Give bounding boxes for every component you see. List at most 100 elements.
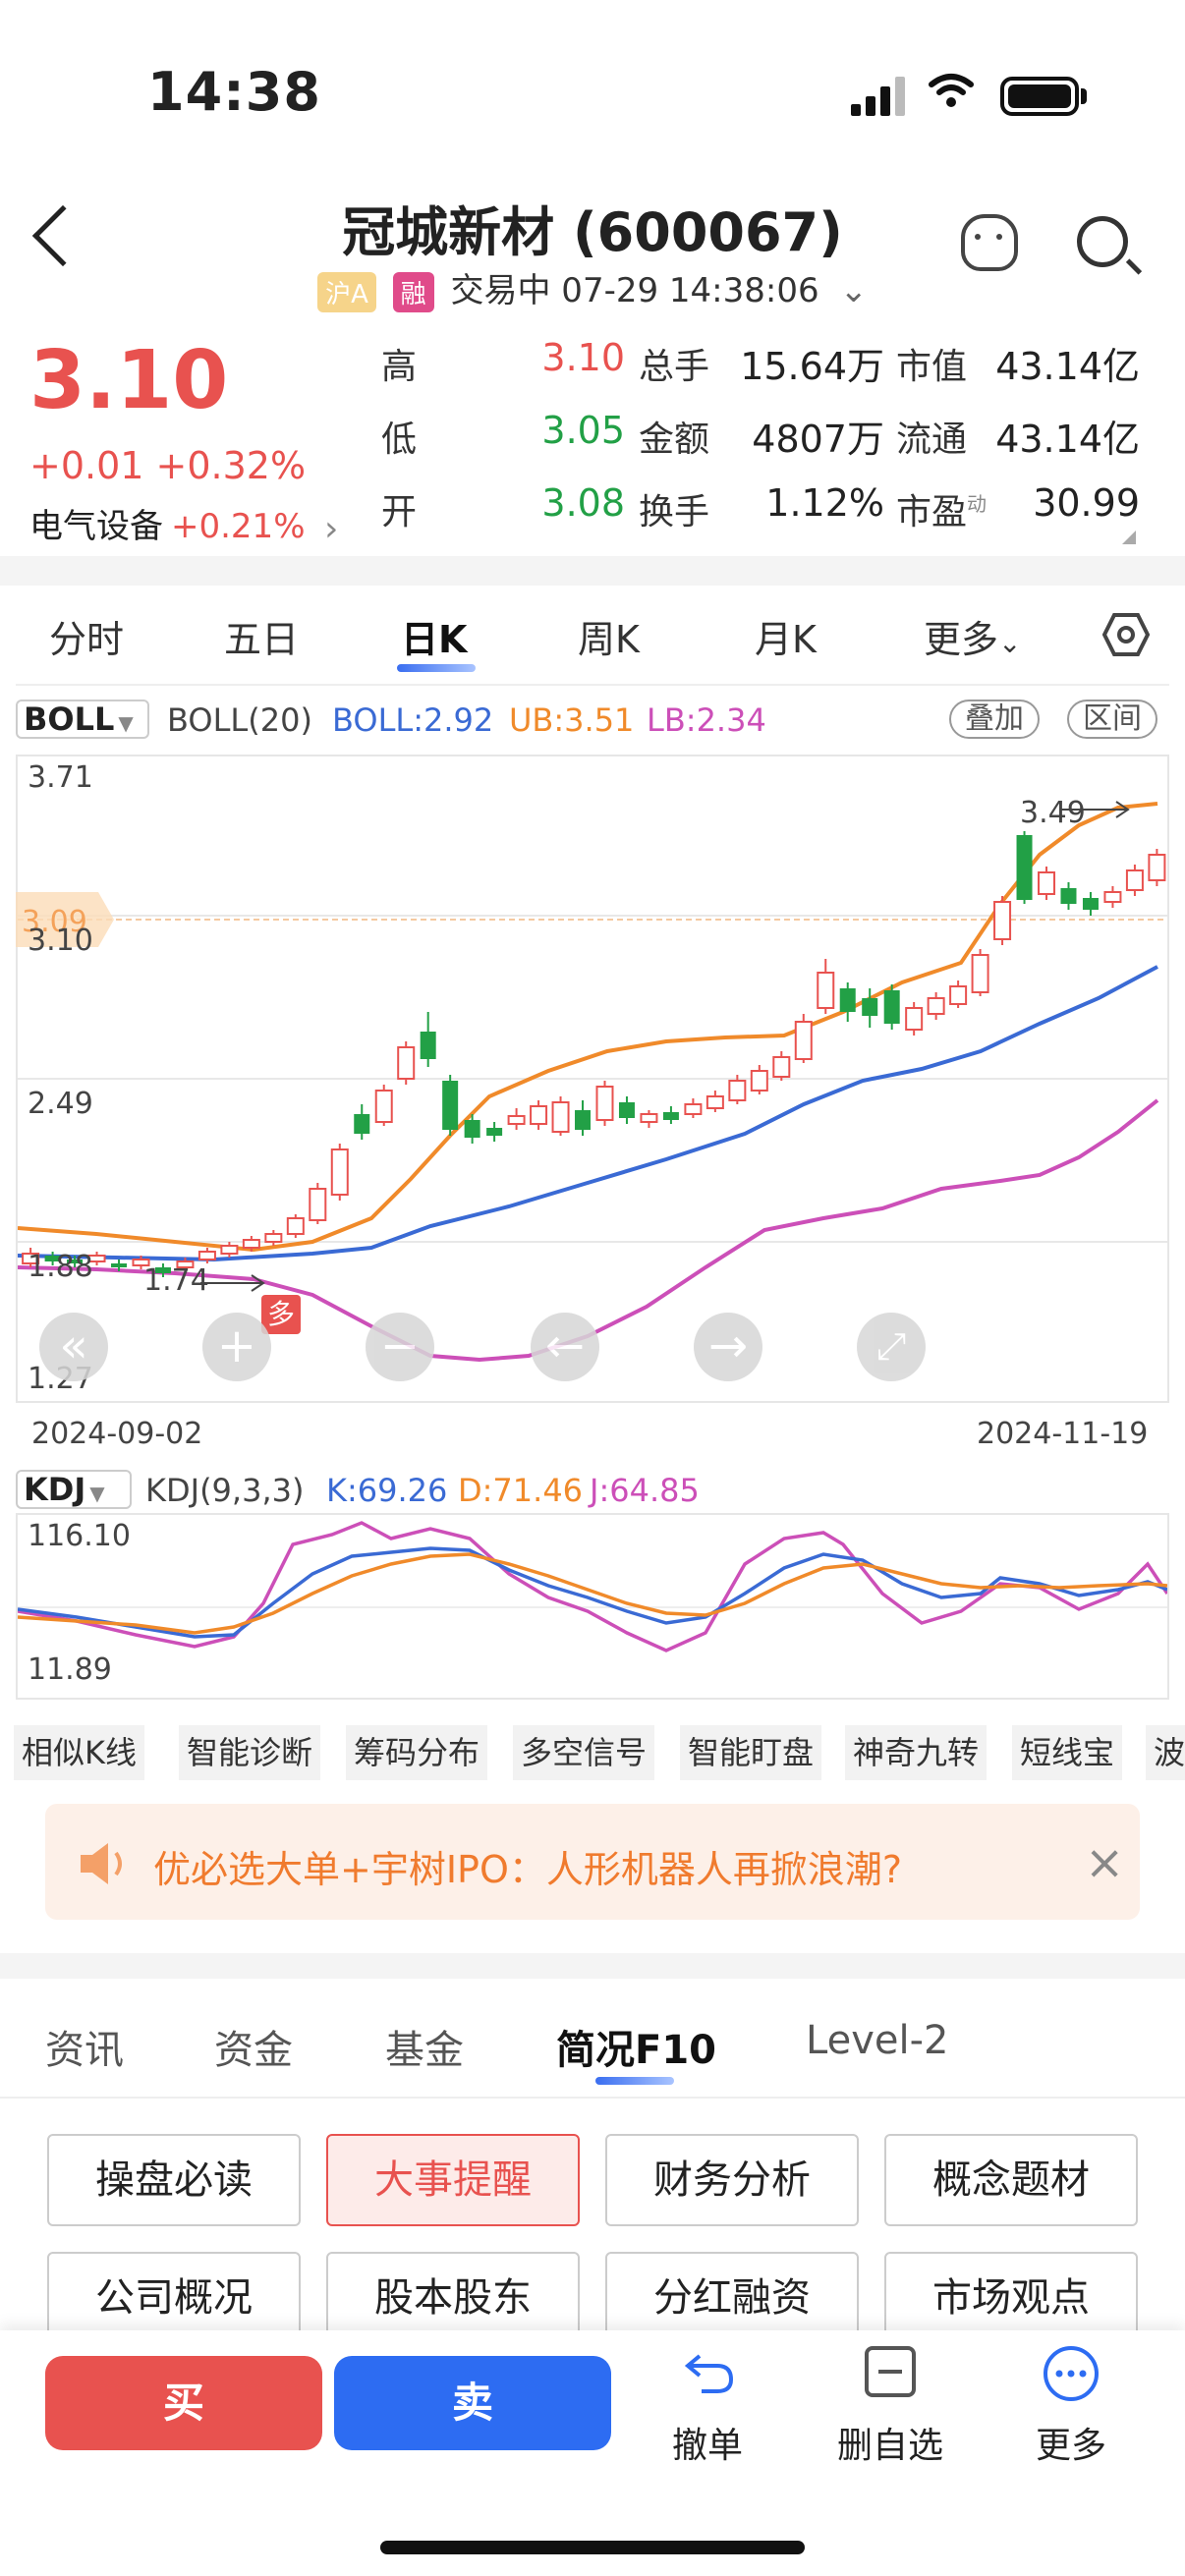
f10-concepts[interactable]: 概念题材	[884, 2134, 1138, 2226]
tool-wave[interactable]: 波	[1146, 1725, 1185, 1780]
range-button[interactable]: 区间	[1067, 700, 1157, 739]
zoom-in-button[interactable]: +	[202, 1313, 271, 1381]
search-icon[interactable]	[1077, 216, 1128, 267]
chevron-down-icon: ⌄	[998, 627, 1022, 659]
quote-value-turnover: 1.12%	[765, 481, 884, 525]
home-indicator	[380, 2541, 805, 2554]
corner-expand-icon[interactable]	[1122, 531, 1136, 544]
zoom-out-button[interactable]: −	[366, 1313, 434, 1381]
tab-daily-k[interactable]: 日K	[401, 618, 468, 661]
tool-bull-bear-signal[interactable]: 多空信号	[513, 1725, 655, 1780]
overlay-button[interactable]: 叠加	[949, 700, 1040, 739]
tab-f10[interactable]: 简况F10	[556, 2028, 716, 2073]
tab-fund[interactable]: 基金	[385, 2028, 464, 2073]
fullscreen-button[interactable]: ⤢	[857, 1313, 926, 1381]
margin-tag: 融	[392, 272, 434, 312]
sell-button[interactable]: 卖	[334, 2356, 611, 2450]
indicator-selector-boll[interactable]: BOLL ▼	[16, 700, 149, 739]
current-price-tag: 3.09	[16, 892, 114, 947]
tab-divider	[16, 684, 1169, 686]
kdj-y-bottom: 11.89	[28, 1652, 112, 1687]
low-marker	[200, 1274, 265, 1292]
indicator-selector-kdj[interactable]: KDJ ▼	[16, 1470, 132, 1509]
kline-chart[interactable]	[16, 755, 1169, 1403]
f10-events[interactable]: 大事提醒	[326, 2134, 580, 2226]
close-icon[interactable]: ×	[1085, 1835, 1125, 1890]
tab-monthly-k[interactable]: 月K	[755, 618, 817, 661]
sector-info[interactable]: 电气设备 +0.21%	[29, 499, 306, 547]
tab-intraday[interactable]: 分时	[49, 618, 125, 661]
tab-more[interactable]: 更多⌄	[924, 609, 1021, 663]
tool-short-term[interactable]: 短线宝	[1012, 1725, 1123, 1780]
tool-smart-diagnosis[interactable]: 智能诊断	[179, 1725, 321, 1780]
robot-assistant-icon[interactable]	[961, 214, 1018, 271]
section-divider	[0, 556, 1185, 586]
kdj-y-top: 116.10	[28, 1519, 131, 1553]
f10-tab-indicator	[595, 2077, 674, 2085]
kdj-params: KDJ(9,3,3)	[145, 1472, 305, 1509]
candle-body	[971, 954, 989, 993]
trade-status: 交易中 07-29 14:38:06	[450, 271, 819, 310]
f10-shareholders[interactable]: 股本股东	[326, 2252, 580, 2344]
chevron-right-icon[interactable]: ›	[324, 509, 339, 549]
candle-body	[442, 1081, 459, 1130]
tab-five-day[interactable]: 五日	[224, 618, 300, 661]
trade-status-line[interactable]: 沪A 融 交易中 07-29 14:38:06 ⌄	[0, 263, 1185, 312]
tab-weekly-k[interactable]: 周K	[578, 618, 640, 661]
candle-body	[993, 901, 1012, 940]
tool-similar-kline[interactable]: 相似K线	[14, 1725, 144, 1780]
candle-body	[87, 1255, 106, 1262]
stock-title: 冠城新材 (600067)	[342, 201, 843, 263]
high-marker	[1059, 801, 1130, 818]
kdj-chart[interactable]	[16, 1513, 1169, 1700]
candle-body	[862, 998, 878, 1016]
tool-magic-nine[interactable]: 神奇九转	[845, 1725, 988, 1780]
promo-banner[interactable]	[45, 1804, 1140, 1920]
svg-text:3.09: 3.09	[22, 905, 87, 939]
cancel-order-label[interactable]: 撤单	[671, 2426, 743, 2466]
candle-body	[67, 1260, 84, 1263]
candle-body	[530, 1105, 548, 1125]
caret-down-icon: ▼	[89, 1482, 105, 1505]
candles	[22, 831, 1166, 1277]
scroll-left-button[interactable]: ←	[531, 1313, 599, 1381]
candle-body	[728, 1080, 747, 1101]
candle-body	[486, 1128, 503, 1136]
tab-level2[interactable]: Level-2	[806, 2018, 949, 2063]
candle-body	[464, 1120, 480, 1138]
remove-watchlist-label[interactable]: 删自选	[837, 2426, 944, 2466]
candle-body	[507, 1115, 526, 1125]
candle-body	[772, 1056, 791, 1078]
tab-funds[interactable]: 资金	[214, 2028, 293, 2073]
candle-body	[1016, 835, 1033, 900]
promo-text[interactable]: 优必选大单+宇树IPO：人形机器人再掀浪潮?	[153, 1848, 903, 1891]
tool-smart-monitor[interactable]: 智能盯盘	[680, 1725, 822, 1780]
boll-params: BOLL(20)	[167, 701, 312, 739]
f10-market-view[interactable]: 市场观点	[884, 2252, 1138, 2344]
candle-body	[154, 1267, 171, 1273]
scroll-fast-left-button[interactable]: «	[39, 1313, 108, 1381]
candle-body	[817, 972, 835, 1009]
settings-hexagon-icon[interactable]	[1102, 611, 1150, 658]
buy-button[interactable]: 买	[45, 2356, 322, 2450]
undo-icon[interactable]	[682, 2344, 737, 2399]
battery-icon	[1000, 77, 1079, 116]
remove-watchlist-icon[interactable]	[863, 2344, 918, 2399]
scroll-right-button[interactable]: →	[694, 1313, 762, 1381]
y-label-2: 3.10	[28, 924, 93, 958]
kline-svg	[17, 801, 1167, 1363]
f10-trading-guide[interactable]: 操盘必读	[47, 2134, 301, 2226]
more-label[interactable]: 更多	[1035, 2426, 1106, 2466]
kdj-name: KDJ	[24, 1471, 86, 1508]
candle-body	[242, 1239, 260, 1249]
f10-financial[interactable]: 财务分析	[605, 2134, 859, 2226]
tool-chip-distribution[interactable]: 筹码分布	[346, 1725, 488, 1780]
y-label-top: 3.71	[28, 760, 93, 795]
candle-body	[927, 997, 945, 1015]
more-icon[interactable]	[1042, 2344, 1100, 2403]
tab-news[interactable]: 资讯	[45, 2028, 124, 2073]
candle-body	[662, 1112, 679, 1120]
bullish-signal-badge[interactable]: 多	[261, 1295, 301, 1334]
candle-body	[618, 1102, 635, 1118]
battery-cap	[1081, 88, 1087, 104]
